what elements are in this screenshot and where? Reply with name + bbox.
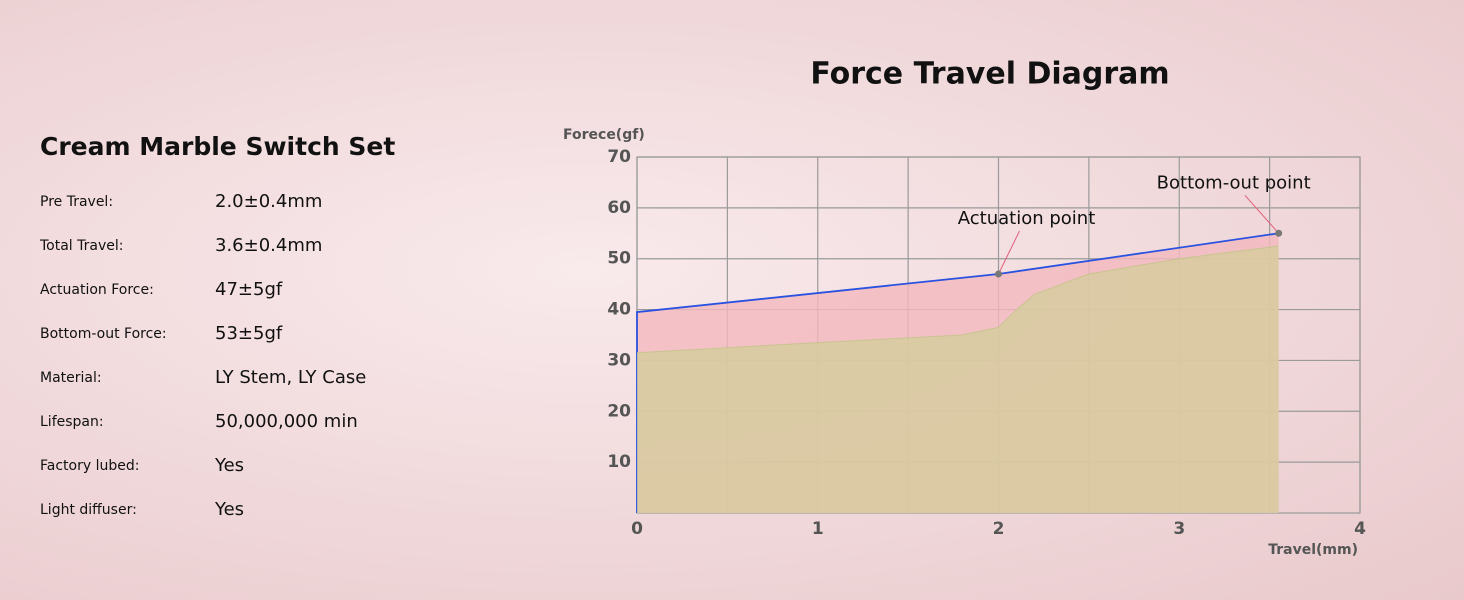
annotation-label: Bottom-out point bbox=[1157, 172, 1311, 193]
spec-table: Pre Travel: 2.0±0.4mm Total Travel: 3.6±0.4… bbox=[39, 191, 366, 520]
x-tick-label: 3 bbox=[1173, 519, 1185, 539]
spec-value: 47±5gf bbox=[215, 279, 283, 300]
spec-label: Total Travel: bbox=[39, 238, 123, 254]
spec-label: Lifespan: bbox=[40, 414, 104, 430]
x-tick-label: 1 bbox=[812, 519, 824, 539]
series-line bbox=[636, 245, 1279, 354]
spec-label: Light diffuser: bbox=[40, 502, 137, 518]
x-axis-label: Travel(mm) bbox=[1268, 542, 1358, 558]
spec-value: 3.6±0.4mm bbox=[215, 235, 322, 256]
x-tick-label: 4 bbox=[1354, 519, 1366, 539]
y-tick-label: 10 bbox=[607, 452, 631, 472]
y-tick-label: 30 bbox=[607, 350, 631, 370]
spec-label: Bottom-out Force: bbox=[40, 326, 167, 342]
spec-value: Yes bbox=[214, 455, 244, 476]
leader-line bbox=[1244, 194, 1280, 234]
spec-value: 50,000,000 min bbox=[215, 411, 358, 432]
y-tick-label: 50 bbox=[607, 249, 631, 269]
annotation-point bbox=[1275, 229, 1283, 237]
plot: 10 20 30 40 50 60 70 0 1 2 3 4 Actuation point Bottom… bbox=[607, 147, 1366, 539]
spec-value: 2.0±0.4mm bbox=[215, 191, 322, 212]
chart-title: Force Travel Diagram bbox=[810, 57, 1169, 92]
annotation-label: Actuation point bbox=[958, 208, 1096, 229]
spec-value: Yes bbox=[214, 499, 244, 520]
y-tick-label: 40 bbox=[607, 300, 631, 320]
spec-label: Material: bbox=[40, 370, 102, 386]
y-tick-label: 20 bbox=[607, 401, 631, 421]
y-tick-label: 70 bbox=[607, 147, 631, 167]
spec-value: LY Stem, LY Case bbox=[215, 367, 366, 388]
y-tick-label: 60 bbox=[607, 198, 631, 218]
spec-label: Pre Travel: bbox=[40, 194, 113, 210]
spec-value: 53±5gf bbox=[215, 323, 283, 344]
leader-line bbox=[998, 230, 1020, 275]
spec-title: Cream Marble Switch Set bbox=[40, 132, 395, 161]
spec-label: Factory lubed: bbox=[40, 458, 139, 474]
annotation-point bbox=[995, 270, 1002, 278]
spec-label: Actuation Force: bbox=[40, 282, 154, 298]
x-tick-label: 0 bbox=[631, 519, 643, 539]
x-tick-label: 2 bbox=[993, 519, 1005, 539]
y-axis-label: Forece(gf) bbox=[563, 127, 645, 143]
area-fill bbox=[637, 246, 1279, 513]
